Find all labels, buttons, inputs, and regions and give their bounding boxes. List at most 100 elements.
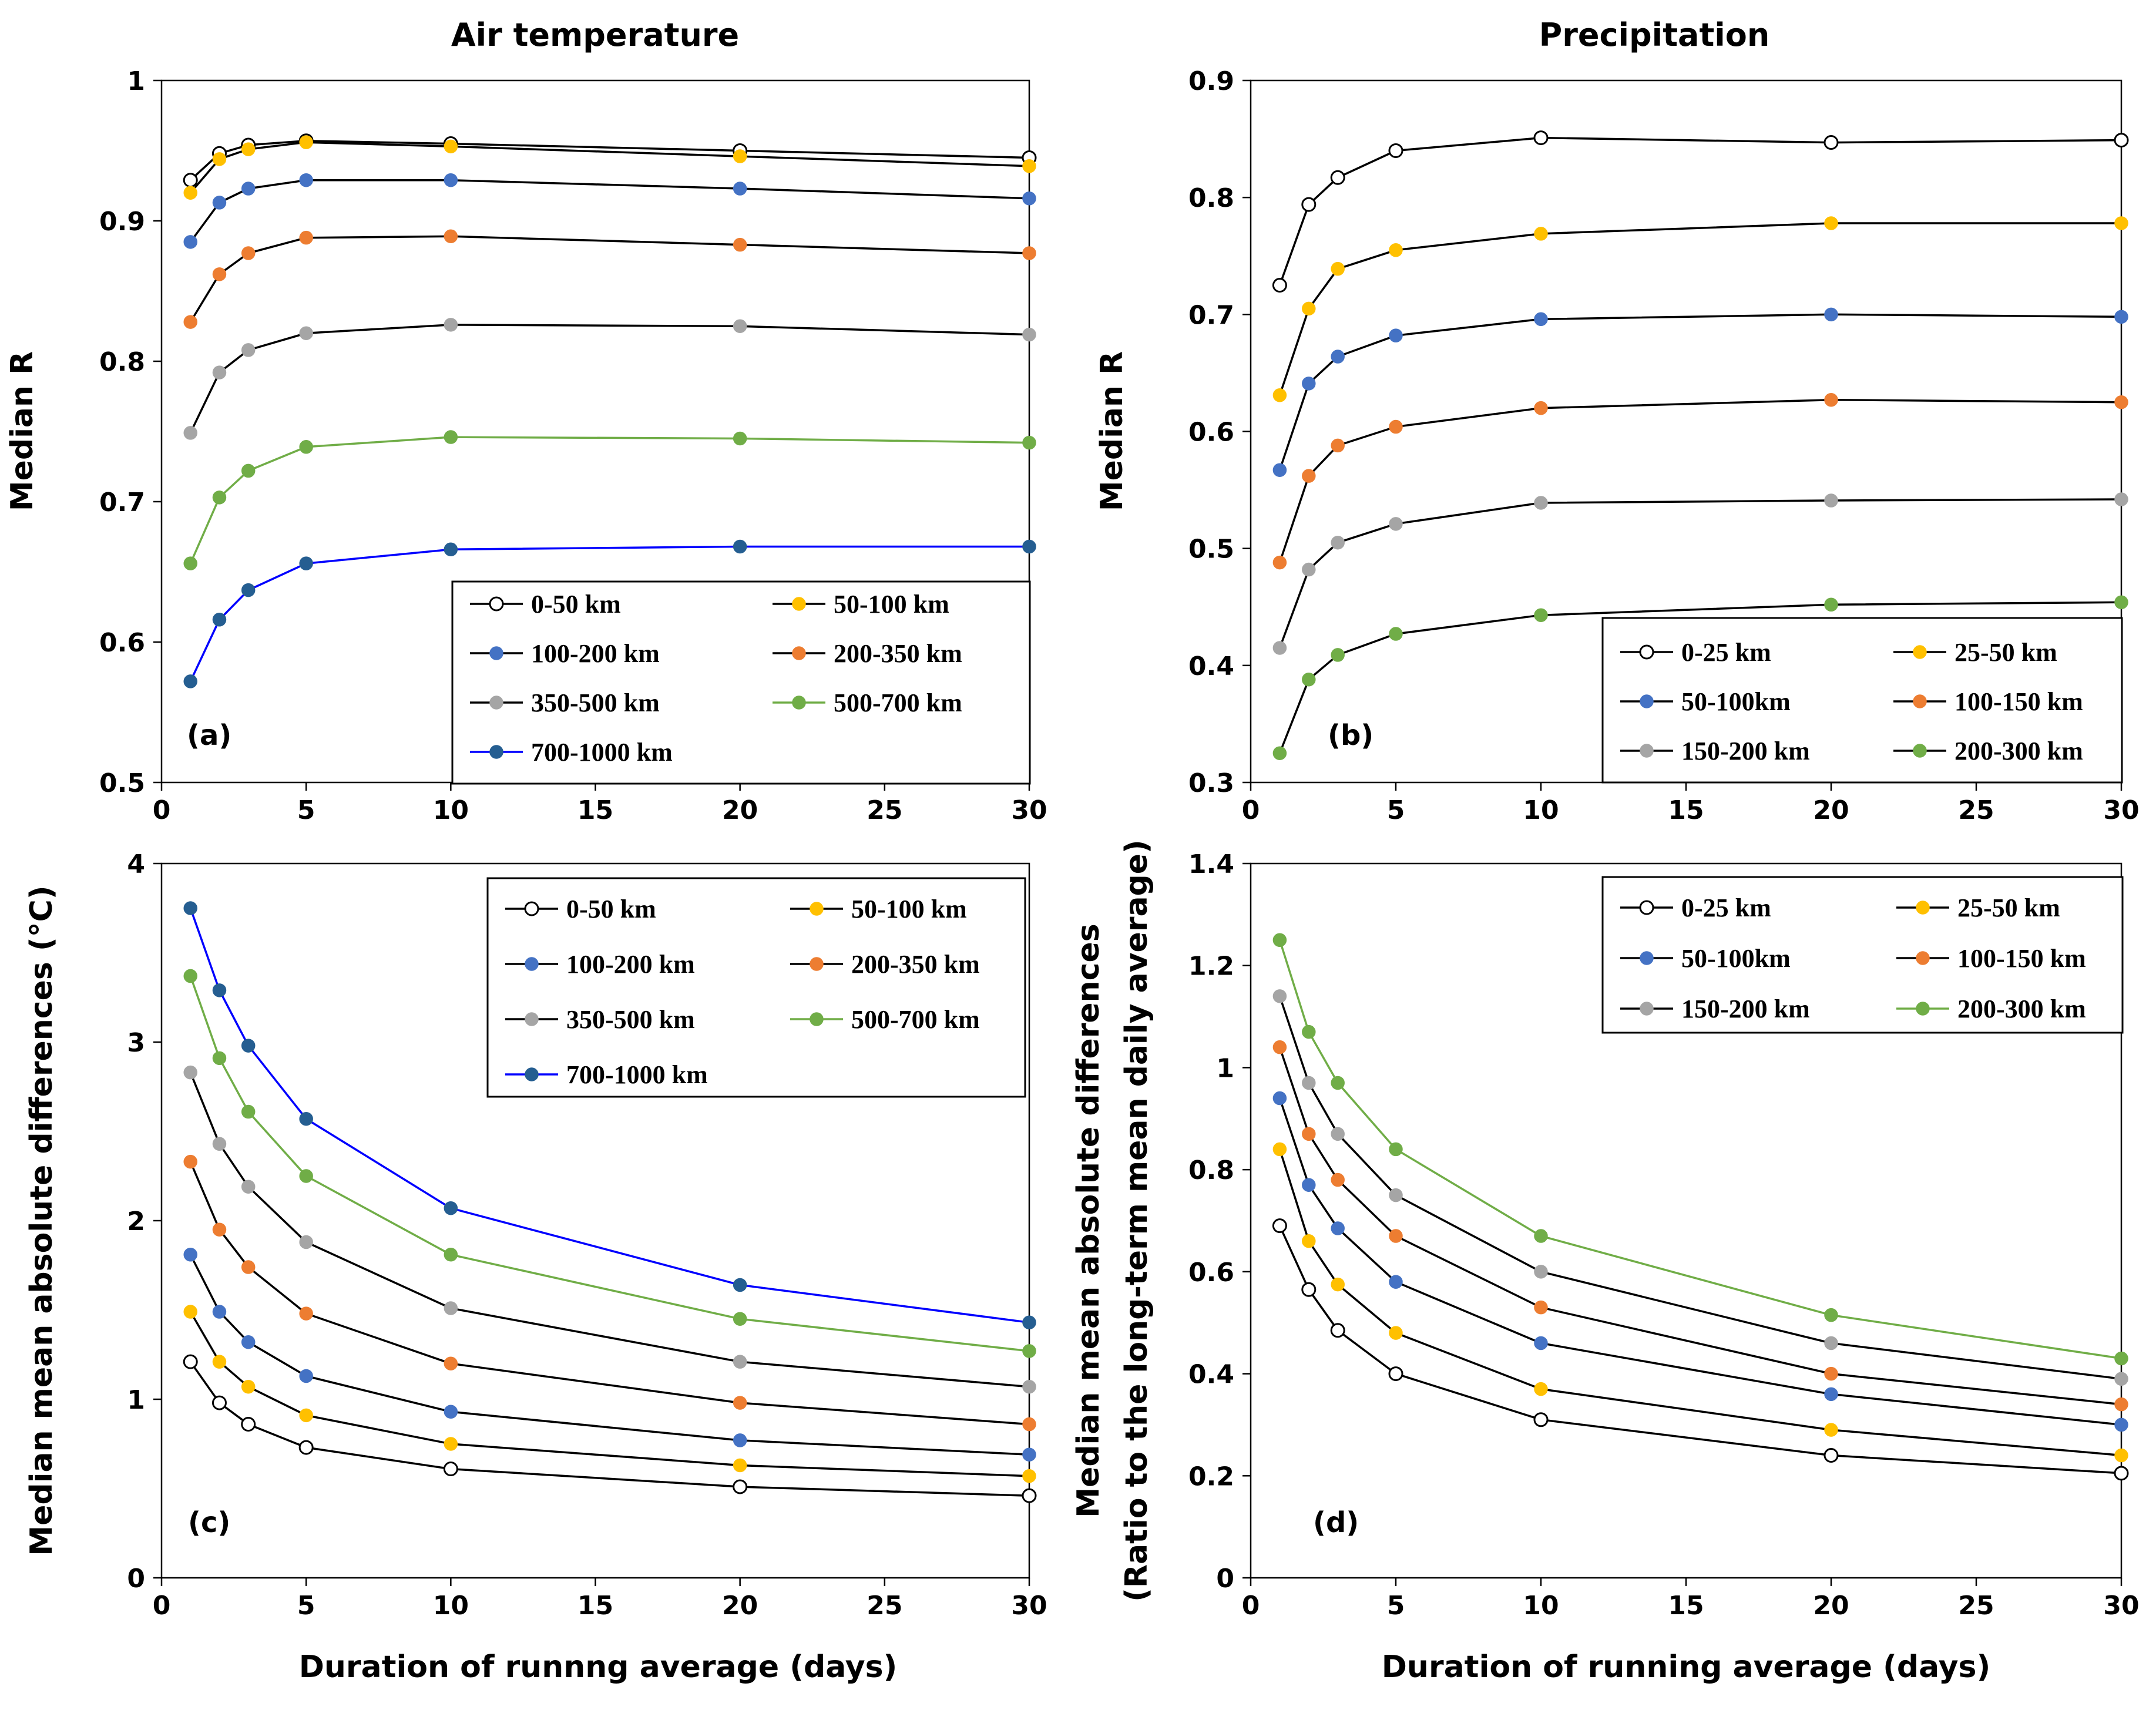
series-c-2 [183, 1248, 1036, 1462]
y-tick-label-b: 0.6 [1188, 418, 1234, 448]
data-point-a-5 [212, 491, 227, 505]
legend-label: 200-300 km [1954, 737, 2083, 765]
series-a-3 [183, 229, 1036, 329]
series-line-b-2 [1278, 313, 2122, 471]
data-point-d-2 [1302, 1178, 1316, 1192]
legend-label: 500-700 km [851, 1005, 980, 1034]
series-a-4 [183, 318, 1036, 440]
x-tick-label-c: 5 [297, 1591, 315, 1621]
x-tick-label-d: 10 [1523, 1591, 1559, 1621]
y-tick-label-b: 0.3 [1188, 768, 1234, 798]
data-point-a-2 [299, 173, 313, 187]
y-tick-label-d: 0.4 [1188, 1360, 1234, 1390]
data-point-a-3 [241, 246, 256, 260]
x-tick-label-c: 20 [722, 1591, 758, 1621]
data-point-b-3 [1331, 438, 1345, 453]
x-tick-label-b: 10 [1523, 795, 1559, 825]
series-line-a-3 [189, 235, 1030, 323]
data-point-d-2 [1272, 1091, 1287, 1106]
y-tick-label-a: 0.7 [99, 488, 145, 518]
data-point-b-4 [1389, 517, 1403, 531]
chart-title-b: Precipitation [1539, 16, 1770, 53]
data-point-d-5 [1389, 1142, 1403, 1157]
data-point-c-2 [241, 1335, 256, 1349]
data-point-b-1 [1302, 301, 1316, 316]
data-point-c-2 [212, 1305, 227, 1319]
data-point-c-1 [241, 1379, 256, 1394]
data-point-a-5 [1022, 435, 1036, 450]
series-line-b-3 [1278, 398, 2122, 563]
data-point-b-3 [2114, 395, 2128, 409]
data-point-a-6 [733, 539, 747, 554]
series-d-1 [1272, 1142, 2128, 1463]
data-point-c-5 [1022, 1344, 1036, 1358]
data-point-a-4 [733, 319, 747, 333]
data-point-a-6 [1022, 539, 1036, 554]
data-point-c-1 [212, 1355, 227, 1369]
data-point-b-4 [1534, 496, 1548, 510]
series-line-a-0 [190, 140, 1030, 181]
legend-marker [1913, 744, 1927, 758]
data-point-c-6 [212, 983, 227, 997]
data-point-c-0 [443, 1462, 458, 1477]
legend-item-d-0: 0-25 km [1620, 893, 1771, 922]
y-tick-label-d: 0.6 [1188, 1258, 1234, 1288]
legend-label: 100-150 km [1957, 944, 2086, 973]
data-point-b-0 [1272, 278, 1287, 293]
legend-marker [810, 902, 824, 916]
series-line-d-2 [1278, 1097, 2122, 1426]
data-point-d-1 [1389, 1326, 1403, 1340]
data-point-c-3 [183, 1154, 197, 1169]
data-point-d-0 [2114, 1466, 2129, 1481]
x-tick-label-d: 30 [2103, 1591, 2139, 1621]
data-point-c-3 [299, 1306, 313, 1321]
legend-item-c-0: 0-50 km [505, 895, 656, 923]
legend-label: 0-25 km [1681, 893, 1771, 922]
legend-box-c [486, 877, 1026, 1098]
data-point-c-0 [733, 1479, 748, 1494]
data-point-d-3 [2114, 1397, 2128, 1412]
legend-c: 0-50 km 50-100 km 100-200 km 200-350 km 350-… [486, 877, 1026, 1098]
series-line-c-2 [189, 1254, 1030, 1456]
data-point-d-3 [1302, 1127, 1316, 1141]
legend-label: 50-100 km [851, 895, 967, 923]
legend-label: 700-1000 km [566, 1060, 708, 1089]
legend-marker [525, 957, 539, 971]
data-point-a-2 [212, 196, 227, 210]
data-point-a-6 [241, 583, 256, 597]
data-point-a-1 [444, 139, 458, 154]
data-point-c-0 [298, 1440, 314, 1455]
data-point-c-0 [183, 1354, 198, 1369]
data-point-d-4 [1534, 1265, 1548, 1279]
data-point-a-6 [444, 542, 458, 557]
data-point-d-5 [2114, 1351, 2128, 1366]
data-point-a-2 [241, 182, 256, 196]
x-tick-label-c: 15 [577, 1591, 613, 1621]
data-point-d-4 [1302, 1076, 1316, 1090]
data-point-b-0 [1388, 143, 1403, 158]
y-tick-label-c: 3 [127, 1028, 145, 1058]
data-point-d-1 [1331, 1277, 1345, 1292]
x-tick-label-d: 0 [1242, 1591, 1260, 1621]
data-point-c-2 [299, 1369, 313, 1383]
data-point-c-1 [733, 1458, 747, 1473]
legend-label: 200-350 km [834, 639, 962, 668]
series-line-d-3 [1278, 1047, 2122, 1406]
series-line-d-4 [1278, 996, 2122, 1380]
data-point-d-2 [2114, 1417, 2128, 1432]
data-point-c-3 [1022, 1417, 1036, 1432]
data-point-a-3 [444, 229, 458, 244]
legend-item-d-3: 100-150 km [1896, 944, 2086, 973]
data-point-a-3 [733, 237, 747, 252]
data-point-b-4 [1331, 535, 1345, 550]
panel-label-b: (b) [1328, 719, 1373, 752]
data-point-d-4 [1824, 1336, 1838, 1350]
data-point-d-5 [1824, 1308, 1838, 1322]
x-tick-label-d: 25 [1958, 1591, 1994, 1621]
series-d-3 [1272, 1040, 2128, 1412]
data-point-b-1 [1824, 216, 1838, 230]
legend-item-d-4: 150-200 km [1620, 995, 1810, 1023]
y-axis-label-a: Median R [5, 351, 40, 511]
data-point-b-0 [1330, 170, 1345, 185]
